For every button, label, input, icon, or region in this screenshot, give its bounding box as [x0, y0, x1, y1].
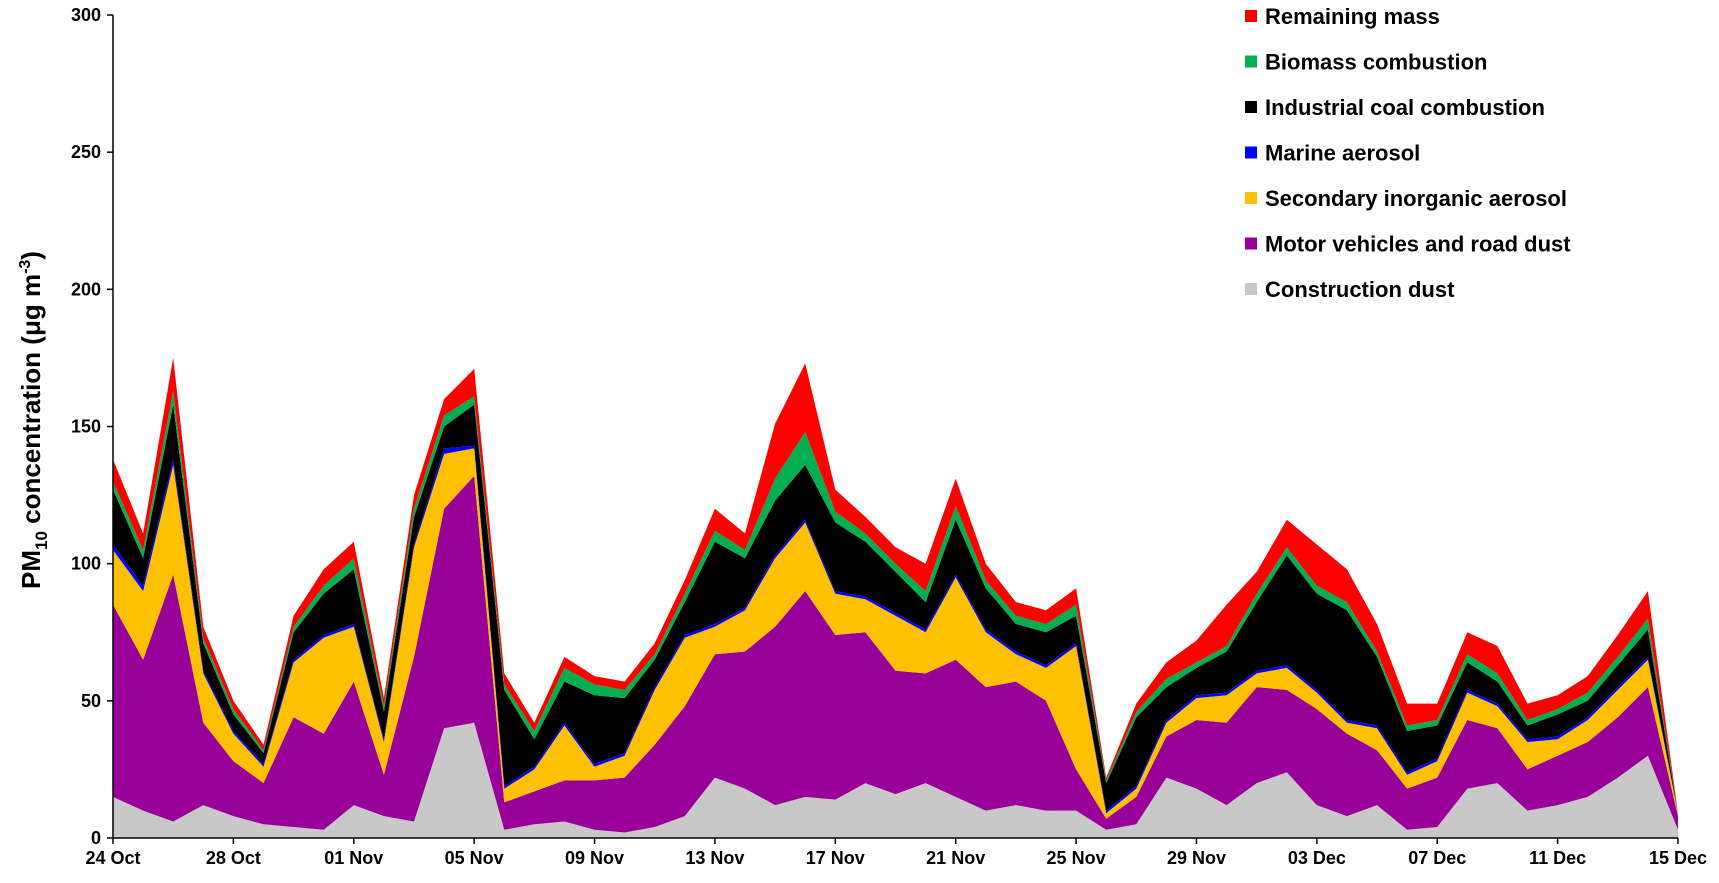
- legend-label: Marine aerosol: [1265, 141, 1420, 166]
- series-area-motor-vehicles-and-road-dust: [113, 475, 1678, 833]
- y-axis-title: PM10 concentration (μg m-3): [16, 251, 51, 589]
- legend-label: Biomass combustion: [1265, 50, 1487, 75]
- x-tick-label: 17 Nov: [806, 848, 865, 868]
- x-tick-label: 09 Nov: [565, 848, 624, 868]
- y-tick-labels: 0 50 100 150 200 250 300: [71, 5, 113, 848]
- legend-swatch: [1245, 192, 1257, 204]
- y-tick-label: 100: [71, 554, 101, 574]
- legend-label: Motor vehicles and road dust: [1265, 232, 1571, 257]
- legend-label: Industrial coal combustion: [1265, 95, 1545, 120]
- x-tick-label: 15 Dec: [1649, 848, 1707, 868]
- series-area-construction-dust: [113, 722, 1678, 838]
- x-tick-label: 01 Nov: [324, 848, 383, 868]
- x-tick-label: 13 Nov: [685, 848, 744, 868]
- x-tick-label: 25 Nov: [1047, 848, 1106, 868]
- legend-swatch: [1245, 237, 1257, 250]
- x-tick-labels: 24 Oct 28 Oct 01 Nov 05 Nov 09 Nov 13 Nov 17 N…: [85, 838, 1707, 868]
- x-tick-label: 29 Nov: [1167, 848, 1226, 868]
- x-tick-label: 03 Dec: [1288, 848, 1346, 868]
- y-tick-label: 200: [71, 279, 101, 299]
- x-tick-label: 21 Nov: [926, 848, 985, 868]
- legend-swatch: [1245, 283, 1257, 295]
- y-tick-label: 0: [91, 828, 101, 848]
- y-tick-label: 250: [71, 142, 101, 162]
- x-tick-label: 07 Dec: [1408, 848, 1466, 868]
- x-tick-label: 24 Oct: [85, 848, 140, 868]
- x-tick-label: 11 Dec: [1529, 848, 1586, 868]
- y-tick-label: 300: [71, 5, 101, 25]
- series-area-secondary-inorganic-aerosol: [113, 448, 1678, 819]
- stacked-areas: [113, 357, 1678, 838]
- legend-swatch: [1245, 55, 1257, 68]
- y-tick-label: 50: [81, 691, 101, 711]
- legend-label: Construction dust: [1265, 277, 1455, 302]
- series-area-industrial-coal-combustion: [113, 404, 1678, 814]
- y-tick-label: 150: [71, 417, 101, 437]
- x-tick-label: 28 Oct: [206, 848, 261, 868]
- legend-label: Secondary inorganic aerosol: [1265, 186, 1567, 211]
- legend-swatch: [1245, 10, 1257, 22]
- x-tick-label: 05 Nov: [445, 848, 504, 868]
- legend: Remaining mass Biomass combustion Industri…: [1245, 4, 1571, 302]
- legend-swatch: [1245, 101, 1257, 113]
- legend-label: Remaining mass: [1265, 4, 1440, 29]
- legend-swatch: [1245, 146, 1257, 159]
